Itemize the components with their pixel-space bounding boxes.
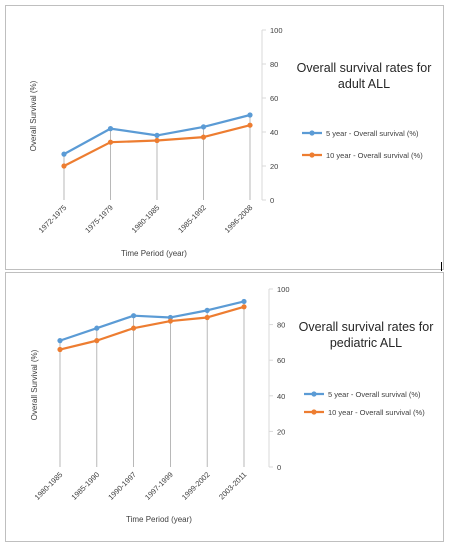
ped-x-tick-label: 2003-2011 [217, 470, 248, 501]
adult-series-1-point [61, 163, 67, 169]
adult-x-tick-label: 1996-2008 [223, 203, 255, 235]
adult-series-1-point [107, 139, 114, 145]
adult-chart-title-line: Overall survival rates for [297, 61, 432, 75]
ped-y-tick-label: 100 [277, 285, 290, 294]
ped-legend-label: 10 year - Overall survival (%) [328, 408, 425, 417]
adult-series-1-point [200, 134, 207, 140]
adult-y-tick-label: 40 [270, 128, 278, 137]
adult-series-0-point [154, 132, 160, 138]
adult-x-axis-title: Time Period (year) [121, 249, 187, 258]
adult-x-tick-label: 1975-1979 [83, 203, 115, 235]
ped-x-tick-label: 1985-1990 [69, 470, 101, 502]
adult-x-tick-label: 1980-1985 [130, 203, 162, 235]
adult-legend-swatch-point [309, 152, 315, 158]
adult-survival-chart: 0 20 40 60 80 100 1972-1975 1975-1979 1980-1985 1… [29, 26, 432, 258]
panel-divider-mark [441, 262, 442, 271]
ped-series-1-point [57, 346, 63, 353]
ped-legend-swatch-point [311, 391, 317, 397]
adult-series-1-point [154, 137, 160, 144]
adult-legend-label: 10 year - Overall survival (%) [326, 151, 423, 160]
ped-series-1-point [131, 325, 137, 331]
adult-x-tick-label: 1985-1992 [176, 203, 208, 235]
adult-series-0-point [247, 112, 253, 118]
adult-y-tick-label: 80 [270, 60, 278, 69]
ped-series-0-point [167, 314, 173, 321]
ped-y-tick-label: 60 [277, 356, 285, 365]
ped-y-tick-label: 80 [277, 321, 285, 330]
adult-legend-swatch-point [309, 130, 315, 136]
ped-x-tick-label: 1990-1997 [106, 470, 138, 502]
adult-y-tick-label: 0 [270, 196, 274, 205]
ped-series-1-point [241, 304, 247, 310]
adult-legend-label: 5 year - Overall survival (%) [326, 129, 419, 138]
ped-y-tick-label: 40 [277, 392, 285, 401]
ped-chart-title-line: Overall survival rates for [299, 320, 434, 334]
adult-y-tick-label: 20 [270, 162, 278, 171]
ped-legend-swatch-point [311, 409, 317, 415]
adult-series-1-point [247, 122, 253, 128]
ped-series-0-point [131, 313, 137, 319]
ped-x-tick-label: 1999-2002 [180, 470, 212, 502]
ped-series-1-point [94, 338, 100, 344]
ped-series-0-point [204, 307, 210, 313]
adult-series-0-point [107, 126, 114, 132]
ped-series-1-point [204, 314, 210, 321]
ped-series-0-point [94, 325, 100, 331]
adult-x-tick-label: 1972-1975 [37, 203, 69, 235]
ped-legend-label: 5 year - Overall survival (%) [328, 390, 421, 399]
adult-series-0-point [61, 151, 67, 157]
adult-series-0-point [200, 124, 207, 130]
ped-series-1-point [167, 318, 173, 324]
ped-series-1-line [59, 305, 245, 351]
ped-x-tick-label: 1980-1985 [33, 470, 65, 502]
adult-chart-title-line: adult ALL [338, 77, 390, 91]
adult-chart-panel: 0 20 40 60 80 100 1972-1975 1975-1979 1980-1985 1… [5, 5, 444, 270]
adult-y-tick-label: 60 [270, 94, 278, 103]
ped-y-tick-label: 20 [277, 427, 285, 436]
adult-y-axis-title: Overall Survival (%) [29, 80, 38, 151]
ped-series-0-point [57, 338, 63, 344]
adult-y-tick-label: 100 [270, 26, 283, 35]
ped-series-0-point [241, 298, 247, 305]
ped-x-tick-label: 1997-1999 [143, 470, 175, 502]
pediatric-chart-panel: 0 20 40 60 80 100 1980-1985 1985-1990 1990-1997 1… [5, 272, 444, 542]
ped-y-tick-label: 0 [277, 463, 281, 472]
ped-chart-title-line: pediatric ALL [330, 336, 402, 350]
ped-x-axis-title: Time Period (year) [126, 515, 192, 524]
ped-y-axis-title: Overall Survival (%) [30, 349, 39, 420]
ped-series-0-line [59, 300, 245, 342]
